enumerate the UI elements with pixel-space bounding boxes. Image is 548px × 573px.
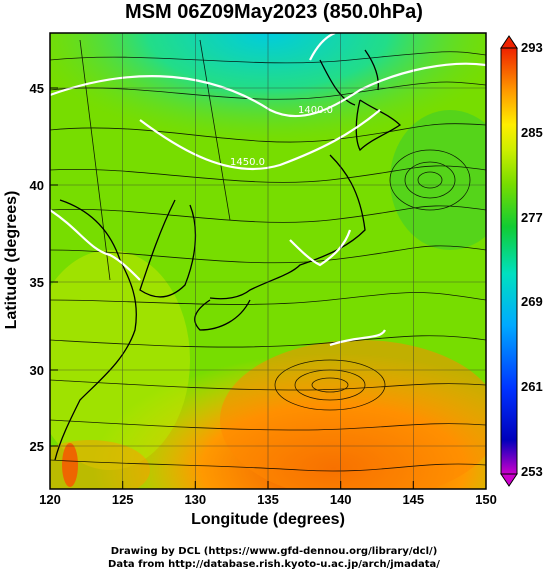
x-tick-label: 125 [112,492,134,507]
y-axis-ticks [50,87,58,447]
credit-data: Data from http://database.rish.kyoto-u.a… [108,559,440,570]
y-tick-label: 40 [30,178,44,193]
grid [50,33,486,489]
height-contours [50,33,486,347]
y-tick-label: 25 [30,439,44,454]
colorbar [500,35,518,487]
map-title: MSM 06Z09May2023 (850.0hPa) [125,1,423,23]
x-tick-label: 135 [257,492,279,507]
colorbar-min-arrow [500,473,518,487]
credit-drawing: Drawing by DCL (https://www.gfd-dennou.o… [110,546,438,557]
colorbar-label: 269 [521,294,543,309]
x-tick-label: 145 [402,492,424,507]
colorbar-label: 253 [521,464,543,479]
x-tick-label: 140 [330,492,352,507]
temperature-field: 1400.0 1450.0 [50,33,486,489]
colorbar-label: 285 [521,125,543,140]
streamlines [50,39,486,472]
x-tick-label: 150 [475,492,497,507]
y-tick-label: 30 [30,363,44,378]
contour-label: 1450.0 [230,157,265,168]
x-tick-label: 130 [184,492,206,507]
colorbar-label: 293 [521,40,543,55]
colorbar-max-arrow [500,35,518,49]
x-axis-ticks [49,481,487,489]
x-tick-label: 120 [39,492,61,507]
colorbar-label: 277 [521,210,543,225]
contour-label: 1400.0 [298,105,333,116]
y-tick-label: 35 [30,275,44,290]
colorbar-label: 261 [521,379,543,394]
colorbar-scale [500,47,518,475]
x-axis-label: Longitude (degrees) [191,511,345,528]
y-tick-label: 45 [30,81,44,96]
